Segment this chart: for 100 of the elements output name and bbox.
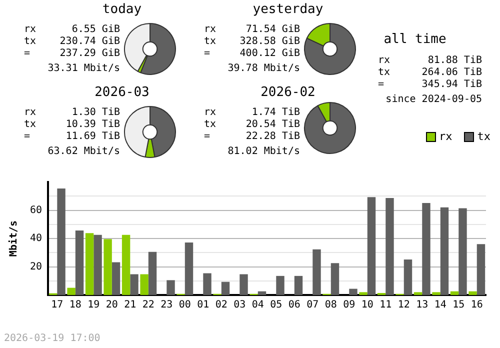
bar <box>140 274 148 295</box>
bar <box>386 198 394 295</box>
text: = <box>24 48 32 59</box>
bar <box>122 234 130 295</box>
text: 71.54 GiB <box>244 24 300 35</box>
bar <box>75 230 84 295</box>
text: tx <box>204 36 218 47</box>
text: 81.02 Mbit/s <box>226 146 300 157</box>
bar <box>312 249 321 295</box>
text: 20.54 TiB <box>244 119 300 130</box>
text: 63.62 Mbit/s <box>46 146 120 157</box>
bar <box>104 239 112 295</box>
text: 6.55 GiB <box>70 24 120 35</box>
bar <box>450 291 459 295</box>
bar <box>404 260 412 295</box>
x-tick-label: 16 <box>470 300 483 311</box>
legend-label: tx <box>476 130 490 143</box>
x-tick-label: 05 <box>270 300 282 311</box>
x-tick-label: 00 <box>178 300 191 311</box>
text: rx <box>204 24 218 35</box>
y-tick-label: 60 <box>30 204 42 216</box>
x-tick-label: 17 <box>51 300 64 311</box>
text: = <box>204 48 212 59</box>
text: 2026-03-19 17:00 <box>4 333 100 344</box>
bar <box>414 292 422 295</box>
bar <box>203 273 212 295</box>
text: 81.88 TiB <box>426 55 482 66</box>
bar <box>166 280 175 295</box>
bar <box>94 234 102 295</box>
text: 22.28 TiB <box>244 131 300 142</box>
x-tick-label: 20 <box>106 300 118 311</box>
x-tick-label: 06 <box>288 300 300 311</box>
x-tick-label: 01 <box>197 300 210 311</box>
x-tick-label: 19 <box>88 300 100 311</box>
text: 264.06 TiB <box>420 67 482 78</box>
text: 33.31 Mbit/s <box>46 63 120 74</box>
text: tx <box>378 67 392 78</box>
y-tick-label: 20 <box>30 261 42 272</box>
bar <box>240 274 248 295</box>
x-tick-label: 14 <box>434 300 446 311</box>
bar <box>184 242 194 295</box>
bar <box>294 276 303 295</box>
bar <box>258 291 266 295</box>
chart-title: 2026-02 <box>260 85 316 100</box>
bar <box>349 288 358 295</box>
text: 237.29 GiB <box>58 48 120 59</box>
y-axis-title: Mbit/s <box>8 220 20 257</box>
text: 11.69 TiB <box>64 131 120 142</box>
text: rx <box>24 107 38 118</box>
x-tick-label: 03 <box>234 300 246 311</box>
text: = <box>204 131 212 142</box>
bar <box>67 288 76 295</box>
chart-title: 2026-03 <box>94 85 150 100</box>
text: 345.94 TiB <box>420 79 482 90</box>
text: 10.39 TiB <box>64 119 120 130</box>
text: 39.78 Mbit/s <box>226 63 300 74</box>
x-tick-label: 07 <box>306 300 319 311</box>
x-tick-label: 04 <box>252 300 264 311</box>
bar <box>276 276 284 295</box>
x-tick-label: 10 <box>361 300 374 311</box>
chart-title: today <box>101 2 143 17</box>
bar <box>57 188 66 295</box>
bar <box>432 292 440 295</box>
bar <box>221 282 230 295</box>
x-tick-label: 08 <box>324 300 337 311</box>
bar <box>148 252 157 295</box>
bar <box>422 203 430 295</box>
text: rx <box>204 107 218 118</box>
x-tick-label: 12 <box>398 300 410 311</box>
x-tick-label: 13 <box>416 300 428 311</box>
bar <box>330 263 340 295</box>
bar <box>359 292 368 295</box>
text: tx <box>24 36 38 47</box>
text: all time <box>382 32 448 47</box>
x-tick-label: 15 <box>452 300 465 311</box>
bar <box>367 197 376 295</box>
x-tick-label: 22 <box>142 300 154 311</box>
y-tick-label: 40 <box>30 233 42 244</box>
text: = <box>24 131 32 142</box>
x-tick-label: 18 <box>69 300 82 311</box>
legend-label: rx <box>438 130 452 143</box>
bar <box>440 207 449 295</box>
text: tx <box>204 119 218 130</box>
bar <box>468 291 477 295</box>
x-tick-label: 11 <box>380 300 392 311</box>
bar <box>476 244 486 295</box>
text: rx <box>378 55 392 66</box>
text: 1.30 TiB <box>70 107 120 118</box>
chart-title: yesterday <box>252 2 324 17</box>
bar <box>85 233 94 295</box>
text: rx <box>24 24 38 35</box>
x-tick-label: 09 <box>343 300 356 311</box>
text: 328.58 GiB <box>238 36 300 47</box>
x-tick-label: 02 <box>215 300 228 311</box>
x-tick-label: 23 <box>160 300 173 311</box>
bar <box>458 208 467 295</box>
text: 230.74 GiB <box>58 36 120 47</box>
text: = <box>378 79 386 90</box>
x-tick-label: 21 <box>124 300 136 311</box>
text: 1.74 TiB <box>250 107 300 118</box>
